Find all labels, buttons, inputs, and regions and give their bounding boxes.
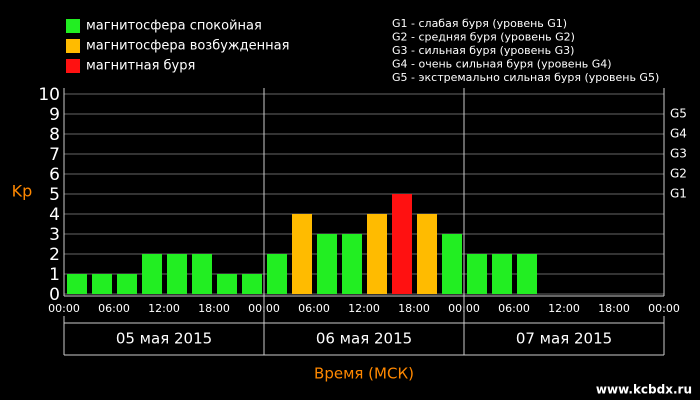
y-tick-label: 4: [49, 205, 60, 225]
y-tick-label: 2: [49, 245, 60, 265]
bar: [92, 274, 112, 294]
x-axis-label: Время (МСК): [314, 365, 414, 383]
legend-swatch: [66, 19, 80, 33]
legend-label: магнитосфера возбужденная: [86, 39, 289, 54]
bar: [217, 274, 237, 294]
bar: [267, 254, 287, 294]
x-tick-label: 06:00: [498, 302, 530, 315]
legend-label: магнитная буря: [86, 59, 195, 74]
y-tick-label: 8: [49, 125, 60, 145]
y-tick-label: 3: [49, 225, 60, 245]
x-tick-label: 06:00: [98, 302, 130, 315]
legend-swatch: [66, 39, 80, 53]
y-tick-label: 7: [49, 145, 60, 165]
bar: [142, 254, 162, 294]
bar: [467, 254, 487, 294]
bar: [442, 234, 462, 294]
x-tick-label: 12:00: [548, 302, 580, 315]
y-tick-label: 0: [49, 285, 60, 305]
legend-swatch: [66, 59, 80, 73]
day-label: 07 мая 2015: [516, 330, 612, 348]
x-tick-label: 18:00: [398, 302, 430, 315]
bar: [167, 254, 187, 294]
y2-tick-label: G5: [670, 107, 687, 121]
bar: [317, 234, 337, 294]
y-axis-label: Kp: [12, 182, 33, 201]
bar: [242, 274, 262, 294]
storm-level: G2 - средняя буря (уровень G2): [392, 31, 575, 44]
bar: [292, 214, 312, 294]
y-tick-label: 9: [49, 105, 60, 125]
bar: [192, 254, 212, 294]
storm-level: G5 - экстремально сильная буря (уровень …: [392, 71, 659, 84]
bar: [517, 254, 537, 294]
y2-tick-label: G1: [670, 187, 687, 201]
bar: [67, 274, 87, 294]
bar: [392, 194, 412, 294]
x-tick-label: 00:00: [648, 302, 680, 315]
x-tick-label: 06:00: [298, 302, 330, 315]
day-label: 06 мая 2015: [316, 330, 412, 348]
storm-level: G1 - слабая буря (уровень G1): [392, 17, 567, 30]
y2-tick-label: G3: [670, 147, 687, 161]
x-tick-label: 18:00: [598, 302, 630, 315]
y2-tick-label: G2: [670, 167, 687, 181]
x-tick-label: 18:00: [198, 302, 230, 315]
x-tick-label: 12:00: [148, 302, 180, 315]
storm-level: G3 - сильная буря (уровень G3): [392, 44, 574, 57]
y2-tick-label: G4: [670, 127, 687, 141]
date-brackets: [63, 316, 665, 356]
y-tick-label: 1: [49, 265, 60, 285]
watermark: www.kcbdx.ru: [596, 383, 692, 397]
bar: [417, 214, 437, 294]
y-tick-label: 5: [49, 185, 60, 205]
x-tick-label: 00:00: [48, 302, 80, 315]
storm-level: G4 - очень сильная буря (уровень G4): [392, 58, 612, 71]
bar: [342, 234, 362, 294]
day-label: 05 мая 2015: [116, 330, 212, 348]
legend-label: магнитосфера спокойная: [86, 19, 262, 34]
x-tick-label: 12:00: [348, 302, 380, 315]
y-tick-label: 10: [38, 85, 60, 105]
bar: [492, 254, 512, 294]
bar: [367, 214, 387, 294]
y-tick-label: 6: [49, 165, 60, 185]
bar: [117, 274, 137, 294]
